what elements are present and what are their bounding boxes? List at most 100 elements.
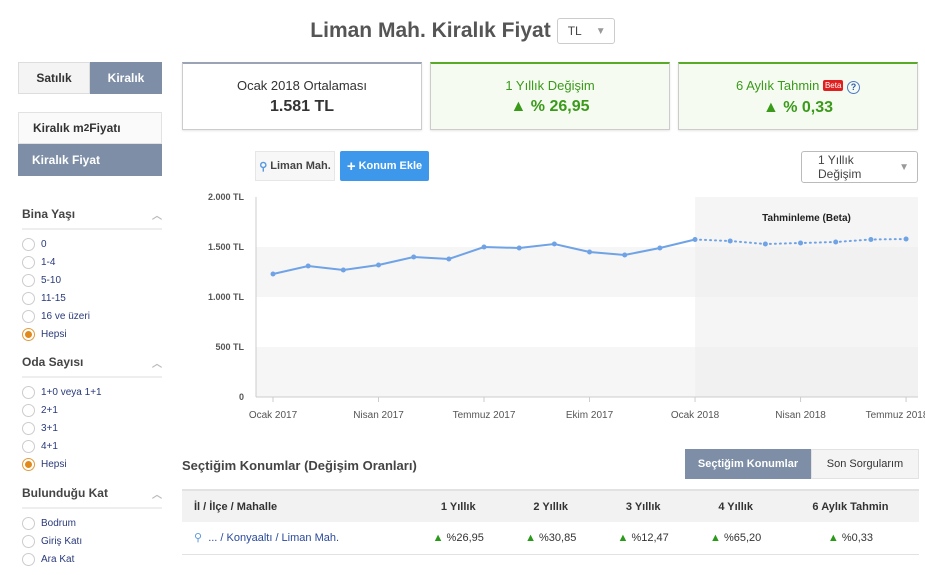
up-arrow-icon: ▲ (525, 531, 536, 544)
location-label: Liman Mah. (270, 160, 331, 172)
table-title: Seçtiğim Konumlar (Değişim Oranları) (182, 458, 417, 473)
filter-option[interactable]: 11-15 (22, 289, 66, 307)
data-point (516, 245, 522, 251)
metric-select[interactable]: 1 Yıllık Değişim ▼ (801, 151, 918, 183)
column-header: 1 Yıllık (440, 500, 476, 513)
data-point (270, 271, 276, 277)
filter-section-header[interactable]: Bina Yaşı ︿ (22, 207, 162, 230)
tab-label: Son Sorgularım (826, 458, 904, 470)
chevron-up-icon: ︿ (152, 490, 162, 501)
add-location-button[interactable]: + Konum Ekle (340, 151, 429, 181)
filter-option[interactable]: 4+1 (22, 437, 58, 455)
y-tick-label: 2.000 TL (208, 192, 245, 202)
radio-button[interactable] (22, 255, 35, 269)
mode-sup: 2 (83, 122, 90, 134)
radio-button[interactable] (22, 516, 35, 530)
currency-select[interactable]: TL ▼ (556, 18, 615, 44)
option-label: 3+1 (41, 422, 58, 434)
data-point (376, 262, 382, 268)
radio-button[interactable] (22, 403, 35, 417)
filter-option[interactable]: Hepsi (22, 455, 67, 473)
chevron-up-icon: ︿ (152, 211, 162, 222)
radio-button[interactable] (22, 552, 35, 566)
radio-button[interactable] (22, 327, 35, 341)
option-label: Hepsi (41, 328, 67, 340)
location-chip[interactable]: ⚲ Liman Mah. (255, 151, 335, 181)
option-label: 5-10 (41, 274, 62, 286)
mode-price[interactable]: Kiralık Fiyat (18, 144, 162, 176)
radio-button[interactable] (22, 439, 35, 453)
data-point (692, 237, 698, 242)
radio-button[interactable] (22, 421, 35, 435)
forecast-point (727, 238, 733, 244)
chevron-down-icon: ▼ (899, 161, 909, 173)
location-link[interactable]: ... / Konyaaltı / Liman Mah. (208, 532, 340, 545)
tab-kiralik[interactable]: Kiralık (90, 62, 162, 94)
data-point (305, 263, 311, 269)
column-header: 3 Yıllık (625, 500, 661, 513)
data-point (411, 254, 417, 260)
card-label: 1 Yıllık Değişim (505, 78, 595, 93)
filter-option[interactable]: Giriş Katı (22, 532, 82, 550)
tab-satilik[interactable]: Satılık (18, 62, 90, 94)
x-tick-label: Ocak 2018 (671, 410, 720, 421)
option-label: Bodrum (41, 517, 77, 529)
tab-label: Seçtiğim Konumlar (697, 458, 799, 470)
card-yearly-change: 1 Yıllık Değişim ▲ % 26,95 (430, 62, 670, 130)
filter-option[interactable]: Ara Kat (22, 550, 74, 568)
x-tick-label: Ocak 2017 (249, 410, 298, 421)
radio-button[interactable] (22, 309, 35, 323)
filter-option[interactable]: Hepsi (22, 325, 67, 343)
tab-label: Satılık (36, 71, 72, 85)
option-label: 11-15 (41, 292, 66, 304)
help-icon[interactable]: ? (847, 81, 861, 94)
forecast-point (833, 239, 839, 245)
option-label: 16 ve üzeri (41, 310, 90, 322)
page-header: Liman Mah. Kiralık Fiyat TL ▼ (0, 18, 925, 44)
card-value: ▲ % 26,95 (510, 98, 590, 115)
table-row[interactable]: ⚲ ... / Konyaaltı / Liman Mah. ▲ %26,95 … (182, 522, 919, 554)
filter-section-title: Oda Sayısı (22, 355, 84, 369)
add-location-label: Konum Ekle (358, 160, 423, 172)
radio-button[interactable] (22, 457, 35, 471)
data-point (587, 249, 593, 255)
column-header: İl / İlçe / Mahalle (194, 500, 278, 513)
radio-button[interactable] (22, 534, 35, 548)
mode-suffix: Fiyatı (89, 121, 121, 135)
radio-button[interactable] (22, 291, 35, 305)
option-label: 2+1 (41, 404, 58, 416)
x-tick-label: Ekim 2017 (566, 410, 614, 421)
filter-option[interactable]: 16 ve üzeri (22, 307, 90, 325)
change-value: %26,95 (446, 531, 484, 544)
radio-button[interactable] (22, 273, 35, 287)
forecast-point (903, 236, 909, 242)
column-header: 2 Yıllık (533, 500, 569, 513)
filter-option[interactable]: 3+1 (22, 419, 58, 437)
tab-recent-queries[interactable]: Son Sorgularım (811, 449, 919, 479)
filter-option[interactable]: 1+0 veya 1+1 (22, 383, 102, 401)
change-table: İl / İlçe / Mahalle 1 Yıllık 2 Yıllık 3 … (182, 489, 919, 555)
filter-section-header[interactable]: Oda Sayısı ︿ (22, 355, 162, 378)
filter-option[interactable]: 1-4 (22, 253, 55, 271)
tab-selected-locations[interactable]: Seçtiğim Konumlar (685, 449, 811, 479)
data-point (340, 267, 346, 273)
data-point (446, 256, 452, 262)
filter-option[interactable]: 0 (22, 235, 47, 253)
radio-button[interactable] (22, 385, 35, 399)
up-arrow-icon: ▲ (617, 531, 629, 544)
y-tick-label: 1.000 TL (208, 292, 245, 302)
x-tick-label: Temmuz 2017 (453, 410, 516, 421)
card-forecast: 6 Aylık Tahmin Beta ? ▲ % 0,33 (678, 62, 918, 130)
y-tick-label: 500 TL (215, 342, 244, 352)
up-arrow-icon: ▲ (710, 531, 721, 544)
filter-option[interactable]: Bodrum (22, 514, 76, 532)
radio-button[interactable] (22, 237, 35, 251)
data-point (622, 252, 628, 258)
card-label: Ocak 2018 Ortalaması (236, 78, 368, 93)
filter-option[interactable]: 5-10 (22, 271, 61, 289)
filter-section-header[interactable]: Bulunduğu Kat ︿ (22, 486, 162, 509)
filter-option[interactable]: 2+1 (22, 401, 58, 419)
mode-label: Kiralık Fiyat (32, 153, 101, 167)
currency-value: TL (567, 24, 582, 38)
